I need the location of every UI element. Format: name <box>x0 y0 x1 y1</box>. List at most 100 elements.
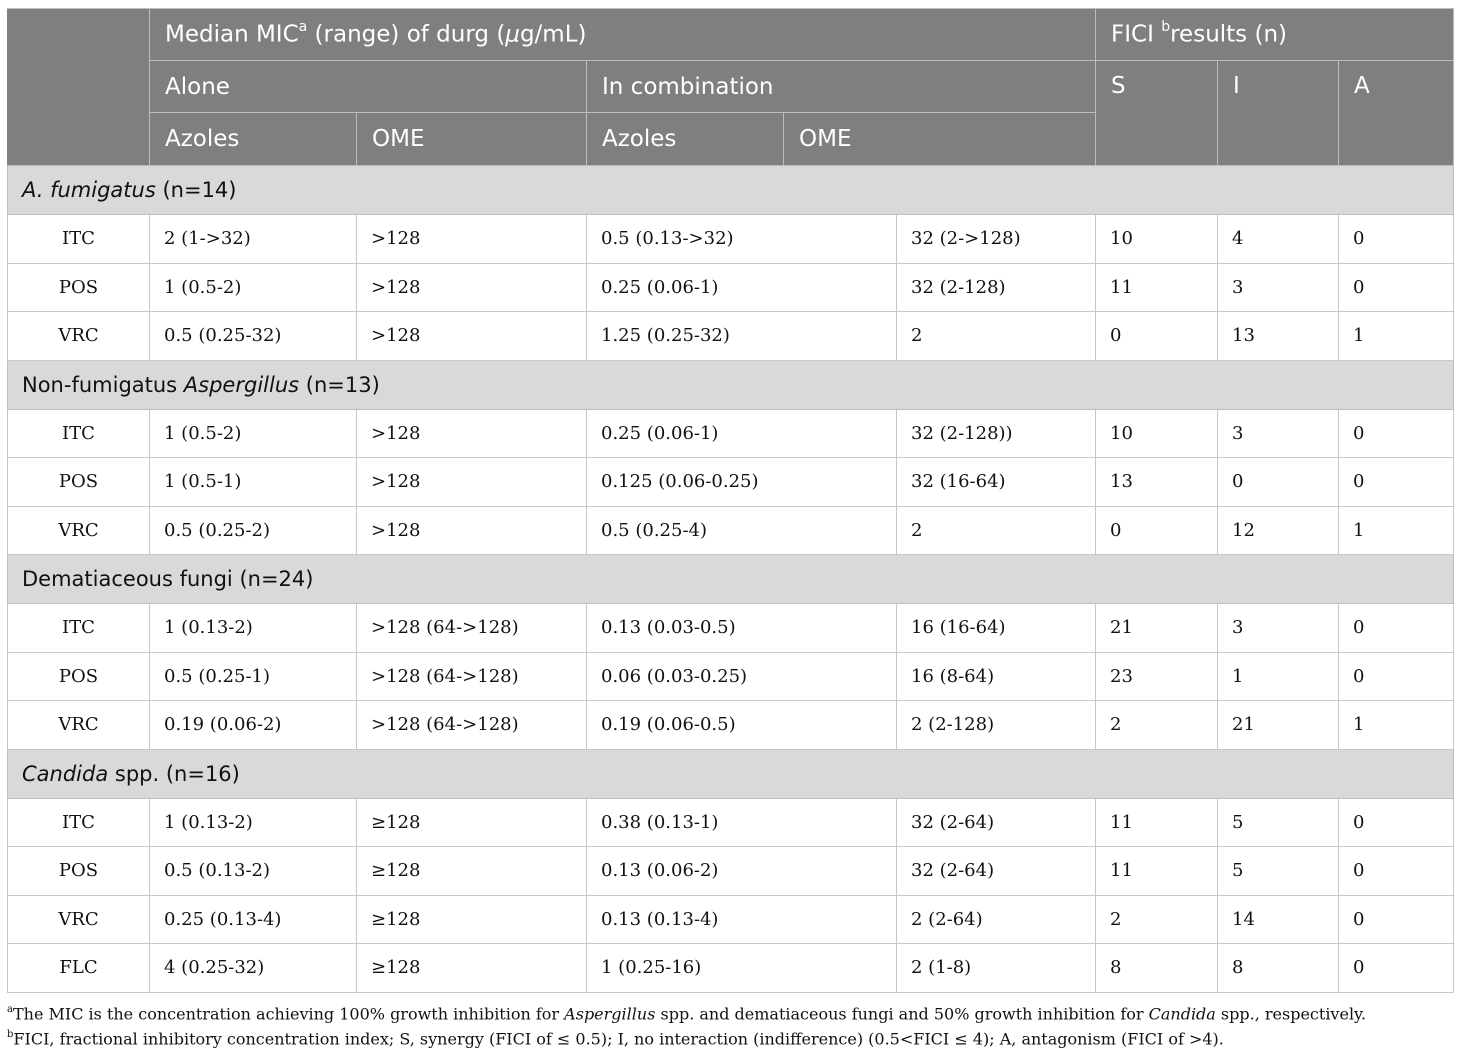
table-row: FLC 4 (0.25-32) ≥128 1 (0.25-16) 2 (1-8) 8 8 0 <box>7 943 1455 993</box>
antagonism-count: 1 <box>1338 311 1455 361</box>
ome-alone-value: >128 (64->128) <box>356 651 587 701</box>
indifference-count: 12 <box>1217 505 1340 555</box>
ome-combination-value: 2 <box>895 505 1097 555</box>
fici-header: FICI bresults (n) <box>1095 8 1455 61</box>
antagonism-count: 0 <box>1338 457 1455 507</box>
ome-alone-value: >128 <box>356 311 587 361</box>
antagonism-count: 0 <box>1338 797 1455 847</box>
table-container: Median MICa (range) of durg (μg/mL) FICI… <box>6 8 1455 993</box>
table-row: POS 0.5 (0.13-2) ≥128 0.13 (0.06-2) 32 (2-64… <box>7 846 1455 896</box>
drug-label: ITC <box>7 797 150 847</box>
table-row: ITC 2 (1->32) >128 0.5 (0.13->32) 32 (2->128… <box>7 214 1455 264</box>
indifference-count: 4 <box>1217 214 1340 264</box>
synergy-count: 2 <box>1095 894 1219 944</box>
antagonism-header: A <box>1338 60 1455 166</box>
group-title: Non-fumigatus Aspergillus (n=13) <box>6 359 1455 410</box>
mic-fici-table: Median MICa (range) of durg (μg/mL) FICI… <box>6 8 1455 993</box>
antagonism-count: 0 <box>1338 943 1455 993</box>
drug-label: POS <box>7 457 150 507</box>
antagonism-count: 1 <box>1338 505 1455 555</box>
corner-cell <box>7 8 150 166</box>
azoles-combination-value: 0.25 (0.06-1) <box>586 262 897 312</box>
azoles-alone-value: 1 (0.5-2) <box>149 262 357 312</box>
azoles-combination-value: 0.5 (0.25-4) <box>586 505 897 555</box>
indifference-count: 3 <box>1217 408 1340 458</box>
synergy-count: 23 <box>1095 651 1219 701</box>
azoles-combination-header: Azoles <box>587 113 784 165</box>
drug-label: VRC <box>7 894 150 944</box>
ome-combination-value: 32 (2->128) <box>895 214 1097 264</box>
ome-alone-value: ≥128 <box>356 846 587 896</box>
azoles-combination-value: 0.06 (0.03-0.25) <box>586 651 897 701</box>
azoles-combination-value: 1.25 (0.25-32) <box>586 311 897 361</box>
indifference-count: 0 <box>1217 457 1340 507</box>
synergy-count: 2 <box>1095 700 1219 750</box>
antagonism-count: 1 <box>1338 700 1455 750</box>
table-row: ITC 1 (0.5-2) >128 0.25 (0.06-1) 32 (2-128))… <box>7 408 1455 458</box>
indifference-count: 1 <box>1217 651 1340 701</box>
azoles-alone-value: 1 (0.13-2) <box>149 603 357 653</box>
synergy-count: 21 <box>1095 603 1219 653</box>
table-body: A. fumigatus (n=14) ITC 2 (1->32) >128 0.5 (… <box>6 165 1455 993</box>
azoles-combination-value: 0.13 (0.06-2) <box>586 846 897 896</box>
indifference-count: 3 <box>1217 262 1340 312</box>
azoles-combination-value: 0.38 (0.13-1) <box>586 797 897 847</box>
drug-label: POS <box>7 846 150 896</box>
azoles-alone-value: 0.5 (0.25-2) <box>149 505 357 555</box>
table-row: ITC 1 (0.13-2) >128 (64->128) 0.13 (0.03-0.… <box>7 603 1455 653</box>
ome-alone-value: >128 (64->128) <box>356 700 587 750</box>
group-title: A. fumigatus (n=14) <box>6 165 1455 215</box>
ome-alone-value: ≥128 <box>356 894 587 944</box>
table-row: VRC 0.5 (0.25-32) >128 1.25 (0.25-32) 2 0 13 1 <box>7 311 1455 361</box>
antagonism-count: 0 <box>1338 603 1455 653</box>
indifference-count: 13 <box>1217 311 1340 361</box>
indifference-count: 3 <box>1217 603 1340 653</box>
median-mic-header: Median MICa (range) of durg (μg/mL) <box>148 8 1097 61</box>
azoles-combination-value: 0.125 (0.06-0.25) <box>586 457 897 507</box>
drug-label: POS <box>7 651 150 701</box>
azoles-alone-value: 0.25 (0.13-4) <box>149 894 357 944</box>
synergy-count: 0 <box>1095 311 1219 361</box>
table-row: POS 1 (0.5-1) >128 0.125 (0.06-0.25) 32 (16-… <box>7 457 1455 507</box>
azoles-alone-value: 1 (0.5-1) <box>149 457 357 507</box>
antagonism-count: 0 <box>1338 846 1455 896</box>
azoles-alone-value: 0.5 (0.25-32) <box>149 311 357 361</box>
in-combination-header: In combination <box>585 60 1097 113</box>
indifference-count: 8 <box>1217 943 1340 993</box>
group-title: Dematiaceous fungi (n=24) <box>6 554 1455 604</box>
drug-label: POS <box>7 262 150 312</box>
azoles-alone-value: 0.5 (0.13-2) <box>149 846 357 896</box>
combination-subheaders: Azoles OME <box>585 112 1097 166</box>
footnote-b: bFICI, fractional inhibitory concentrati… <box>7 1029 1224 1049</box>
synergy-count: 8 <box>1095 943 1219 993</box>
table-row: POS 1 (0.5-2) >128 0.25 (0.06-1) 32 (2-128) 1… <box>7 262 1455 312</box>
synergy-count: 11 <box>1095 262 1219 312</box>
indifference-header: I <box>1217 60 1340 166</box>
ome-combination-value: 16 (8-64) <box>895 651 1097 701</box>
drug-label: ITC <box>7 408 150 458</box>
footnote-a: aThe MIC is the concentration achieving … <box>7 1004 1367 1024</box>
azoles-alone-value: 0.5 (0.25-1) <box>149 651 357 701</box>
antagonism-count: 0 <box>1338 214 1455 264</box>
ome-combination-header: OME <box>799 126 852 152</box>
indifference-count: 21 <box>1217 700 1340 750</box>
ome-alone-value: >128 (64->128) <box>356 603 587 653</box>
ome-combination-value: 2 (2-64) <box>895 894 1097 944</box>
group-title: Candida spp. (n=16) <box>6 748 1455 799</box>
azoles-combination-value: 0.5 (0.13->32) <box>586 214 897 264</box>
group-row: Candida spp. (n=16) <box>6 748 1455 799</box>
ome-alone-value: >128 <box>356 457 587 507</box>
antagonism-count: 0 <box>1338 651 1455 701</box>
drug-label: ITC <box>7 603 150 653</box>
ome-combination-value: 2 (2-128) <box>895 700 1097 750</box>
azoles-alone-value: 1 (0.13-2) <box>149 797 357 847</box>
azoles-alone-header: Azoles <box>149 112 357 166</box>
ome-combination-value: 32 (2-128) <box>895 262 1097 312</box>
ome-combination-value: 2 <box>895 311 1097 361</box>
ome-combination-value: 32 (2-128)) <box>895 408 1097 458</box>
azoles-alone-value: 4 (0.25-32) <box>149 943 357 993</box>
antagonism-count: 0 <box>1338 262 1455 312</box>
table-row: VRC 0.19 (0.06-2) >128 (64->128) 0.19 (0.06… <box>7 700 1455 750</box>
azoles-combination-value: 0.19 (0.06-0.5) <box>586 700 897 750</box>
table-row: VRC 0.25 (0.13-4) ≥128 0.13 (0.13-4) 2 (2-64… <box>7 894 1455 944</box>
